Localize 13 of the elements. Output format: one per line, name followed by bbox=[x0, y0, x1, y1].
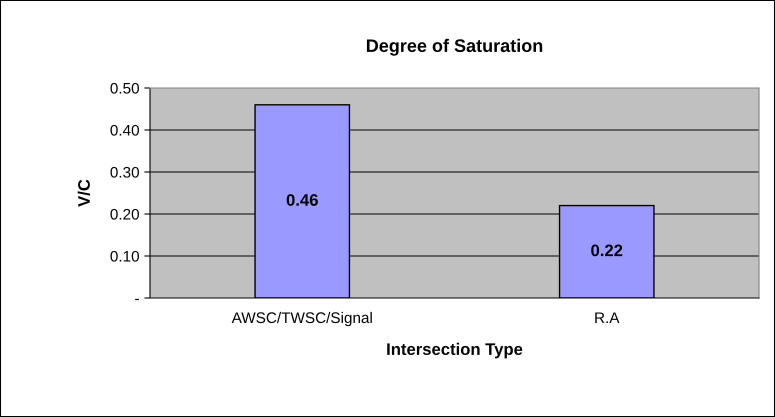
y-tick-label: 0.10 bbox=[110, 250, 139, 262]
data-label: 0.46 bbox=[286, 194, 318, 206]
chart-title: Degree of Saturation bbox=[366, 38, 542, 56]
y-tick-label: 0.30 bbox=[110, 166, 139, 178]
x-tick-label: AWSC/TWSC/Signal bbox=[232, 312, 372, 326]
y-tick-label: 0.40 bbox=[110, 124, 139, 136]
x-axis-title: Intersection Type bbox=[387, 342, 522, 358]
data-label: 0.22 bbox=[591, 244, 622, 256]
y-axis-title: V/C bbox=[78, 180, 90, 207]
y-tick-label: - bbox=[135, 298, 139, 300]
y-tick-label: 0.20 bbox=[110, 208, 139, 220]
y-tick-label: 0.50 bbox=[110, 82, 139, 94]
x-tick-label: R.A bbox=[595, 312, 620, 323]
